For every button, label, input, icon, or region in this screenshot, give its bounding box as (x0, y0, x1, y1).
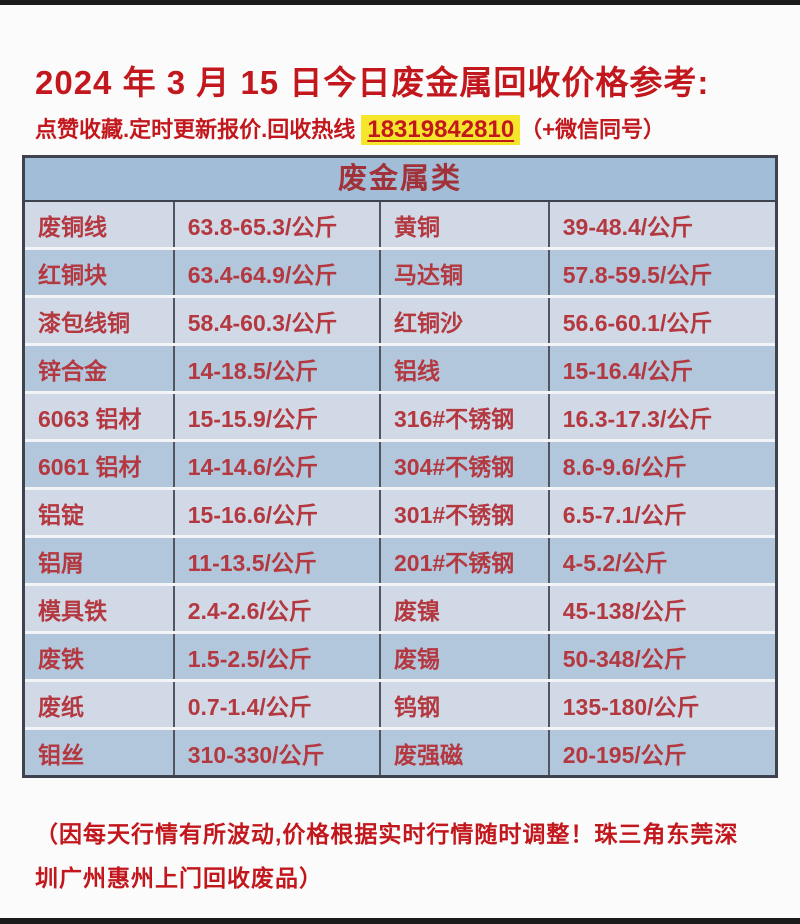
item-price-left: 14-14.6/公斤 (172, 442, 379, 487)
table-row: 铝屑 11-13.5/公斤 201#不锈钢 4-5.2/公斤 (25, 535, 775, 583)
item-price-right: 8.6-9.6/公斤 (547, 442, 775, 487)
footer-line-1: （因每天行情有所波动,价格根据实时行情随时调整！珠三角东莞深 (35, 821, 739, 847)
item-price-right: 50-348/公斤 (547, 634, 775, 679)
item-price-right: 16.3-17.3/公斤 (547, 394, 775, 439)
price-table: 废金属类 废铜线 63.8-65.3/公斤 黄铜 39-48.4/公斤 红铜块 … (22, 155, 778, 778)
item-price-left: 1.5-2.5/公斤 (172, 634, 379, 679)
item-price-right: 4-5.2/公斤 (547, 538, 775, 583)
item-price-left: 11-13.5/公斤 (172, 538, 379, 583)
item-name-right: 红铜沙 (379, 298, 548, 343)
item-price-right: 135-180/公斤 (547, 682, 775, 727)
item-name-right: 黄铜 (379, 202, 548, 247)
item-name-right: 废镍 (379, 586, 548, 631)
item-price-left: 14-18.5/公斤 (172, 346, 379, 391)
item-name-right: 废强磁 (379, 730, 548, 775)
item-name-left: 锌合金 (38, 357, 107, 384)
footer-note: （因每天行情有所波动,价格根据实时行情随时调整！珠三角东莞深 圳广州惠州上门回收… (35, 812, 765, 900)
table-row: 模具铁 2.4-2.6/公斤 废镍 45-138/公斤 (25, 583, 775, 631)
item-price-right: 57.8-59.5/公斤 (547, 250, 775, 295)
item-name-right: 铝线 (379, 346, 548, 391)
item-price-right: 45-138/公斤 (547, 586, 775, 631)
item-price-right: 56.6-60.1/公斤 (547, 298, 775, 343)
table-row: 钼丝 310-330/公斤 废强磁 20-195/公斤 (25, 727, 775, 775)
table-body: 废铜线 63.8-65.3/公斤 黄铜 39-48.4/公斤 红铜块 63.4-… (25, 202, 775, 775)
item-price-right: 20-195/公斤 (547, 730, 775, 775)
item-name-right: 马达铜 (379, 250, 548, 295)
item-name-left: 废纸 (38, 693, 84, 720)
item-name-right: 316#不锈钢 (379, 394, 548, 439)
subtitle-suffix: （+微信同号） (520, 117, 666, 142)
table-row: 废铜线 63.8-65.3/公斤 黄铜 39-48.4/公斤 (25, 202, 775, 247)
item-price-left: 15-15.9/公斤 (172, 394, 379, 439)
item-price-right: 6.5-7.1/公斤 (547, 490, 775, 535)
item-name-left: 6061 铝材 (38, 453, 142, 480)
subtitle-text: 点赞收藏.定时更新报价.回收热线 (35, 117, 362, 142)
item-price-left: 63.8-65.3/公斤 (172, 202, 379, 247)
item-name-left: 漆包线铜 (38, 309, 130, 336)
item-name-left: 废铜线 (38, 213, 107, 240)
subtitle-line: 点赞收藏.定时更新报价.回收热线 18319842810 （+微信同号） (35, 112, 666, 145)
item-name-left: 模具铁 (38, 597, 107, 624)
item-name-left: 钼丝 (38, 741, 84, 768)
item-price-right: 15-16.4/公斤 (547, 346, 775, 391)
item-name-right: 301#不锈钢 (379, 490, 548, 535)
item-name-left: 铝锭 (38, 501, 84, 528)
item-name-right: 201#不锈钢 (379, 538, 548, 583)
item-price-left: 58.4-60.3/公斤 (172, 298, 379, 343)
item-price-left: 0.7-1.4/公斤 (172, 682, 379, 727)
bottom-border-bar (0, 918, 800, 924)
phone-number: 18319842810 (361, 115, 521, 145)
table-row: 废铁 1.5-2.5/公斤 废锡 50-348/公斤 (25, 631, 775, 679)
item-price-left: 15-16.6/公斤 (172, 490, 379, 535)
item-name-left: 6063 铝材 (38, 405, 142, 432)
table-row: 6063 铝材 15-15.9/公斤 316#不锈钢 16.3-17.3/公斤 (25, 391, 775, 439)
table-row: 锌合金 14-18.5/公斤 铝线 15-16.4/公斤 (25, 343, 775, 391)
item-name-left: 红铜块 (38, 261, 107, 288)
table-row: 废纸 0.7-1.4/公斤 钨钢 135-180/公斤 (25, 679, 775, 727)
item-price-right: 39-48.4/公斤 (547, 202, 775, 247)
page-title: 2024 年 3 月 15 日今日废金属回收价格参考: (35, 64, 710, 101)
table-row: 红铜块 63.4-64.9/公斤 马达铜 57.8-59.5/公斤 (25, 247, 775, 295)
item-price-left: 310-330/公斤 (172, 730, 379, 775)
item-name-left: 铝屑 (38, 549, 84, 576)
item-price-left: 63.4-64.9/公斤 (172, 250, 379, 295)
top-border-bar (0, 0, 800, 5)
item-name-right: 废锡 (379, 634, 548, 679)
table-row: 铝锭 15-16.6/公斤 301#不锈钢 6.5-7.1/公斤 (25, 487, 775, 535)
table-row: 漆包线铜 58.4-60.3/公斤 红铜沙 56.6-60.1/公斤 (25, 295, 775, 343)
table-header: 废金属类 (25, 158, 775, 202)
table-row: 6061 铝材 14-14.6/公斤 304#不锈钢 8.6-9.6/公斤 (25, 439, 775, 487)
item-price-left: 2.4-2.6/公斤 (172, 586, 379, 631)
item-name-right: 304#不锈钢 (379, 442, 548, 487)
footer-line-2: 圳广州惠州上门回收废品） (35, 865, 323, 891)
item-name-right: 钨钢 (379, 682, 548, 727)
item-name-left: 废铁 (38, 645, 84, 672)
